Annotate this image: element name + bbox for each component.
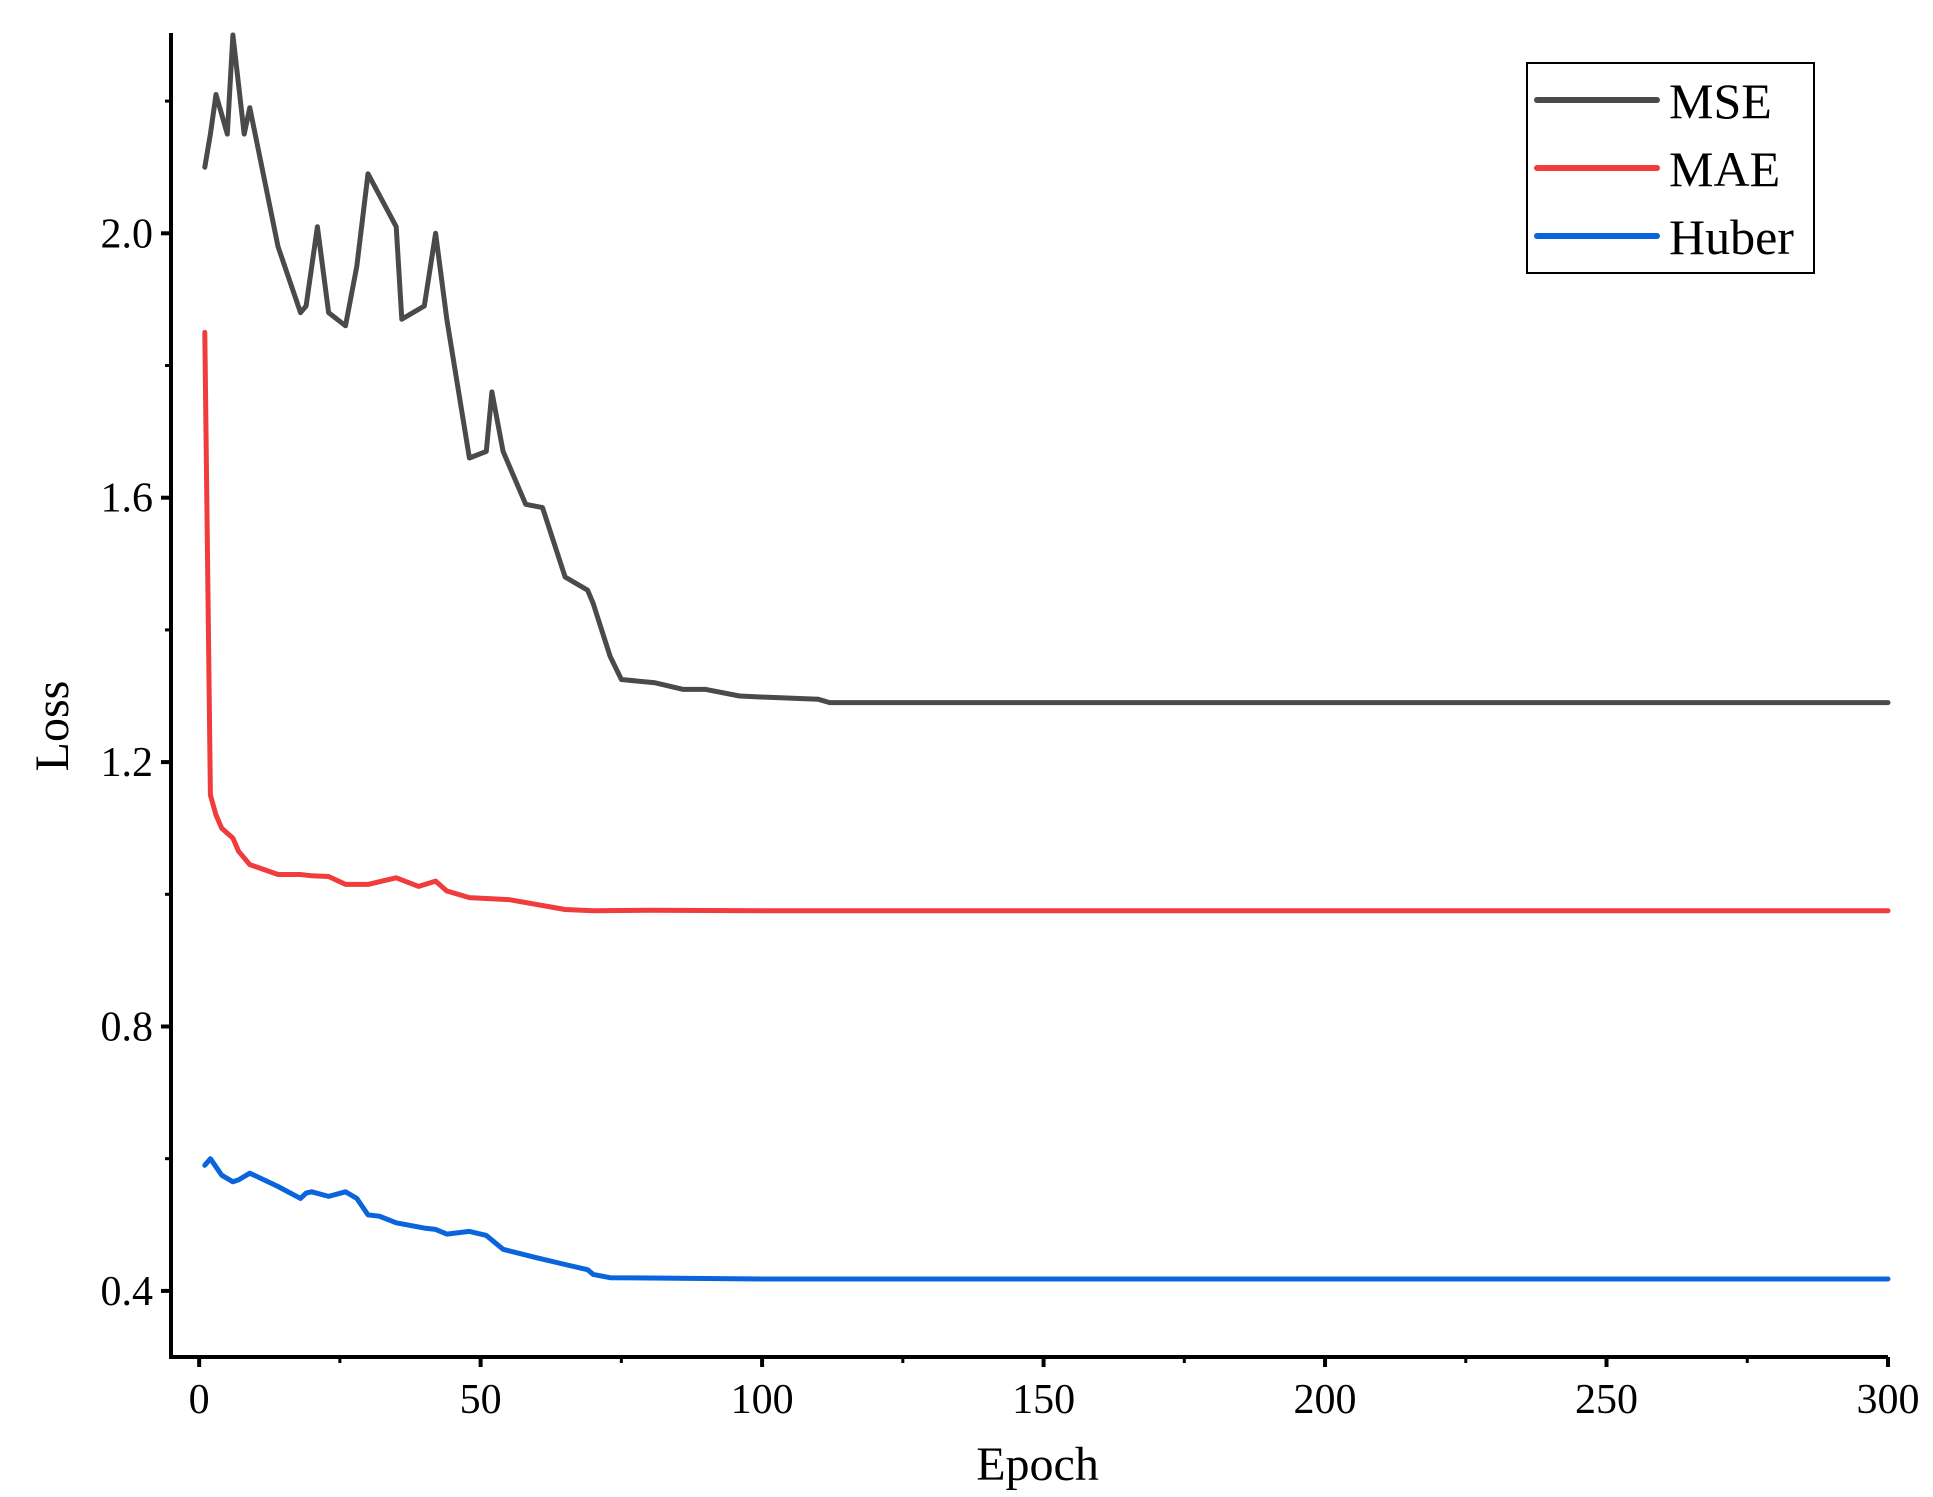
x-ticks: 0 50 100 150 200 250 300 bbox=[189, 1357, 1920, 1423]
x-axis-title: Epoch bbox=[976, 1438, 1099, 1491]
x-tick-label: 200 bbox=[1294, 1377, 1357, 1423]
x-tick-label: 50 bbox=[460, 1377, 502, 1423]
series-layer bbox=[202, 32, 1891, 1282]
x-tick-label: 300 bbox=[1857, 1377, 1920, 1423]
legend-label: MAE bbox=[1669, 141, 1780, 197]
series-line-mse bbox=[202, 32, 1891, 706]
legend-label: Huber bbox=[1669, 209, 1794, 265]
y-axis-title: Loss bbox=[26, 681, 79, 772]
series-line-mae bbox=[202, 329, 1891, 914]
x-tick-label: 0 bbox=[189, 1377, 210, 1423]
x-tick-label: 150 bbox=[1012, 1377, 1075, 1423]
series-line-huber bbox=[202, 1156, 1891, 1282]
y-tick-label: 1.6 bbox=[101, 476, 154, 522]
y-tick-label: 1.2 bbox=[101, 740, 154, 786]
y-tick-label: 0.4 bbox=[101, 1269, 154, 1315]
x-tick-label: 250 bbox=[1575, 1377, 1638, 1423]
y-ticks: 0.4 0.8 1.2 1.6 2.0 bbox=[101, 99, 171, 1315]
y-tick-label: 0.8 bbox=[101, 1005, 154, 1051]
legend-label: MSE bbox=[1669, 73, 1772, 129]
x-tick-label: 100 bbox=[731, 1377, 794, 1423]
y-tick-label: 2.0 bbox=[101, 211, 154, 257]
legend: MSE MAE Huber bbox=[1526, 62, 1815, 274]
axes: 0.4 0.8 1.2 1.6 2.0 0 50 100 150 200 250 300 bbox=[101, 33, 1920, 1423]
